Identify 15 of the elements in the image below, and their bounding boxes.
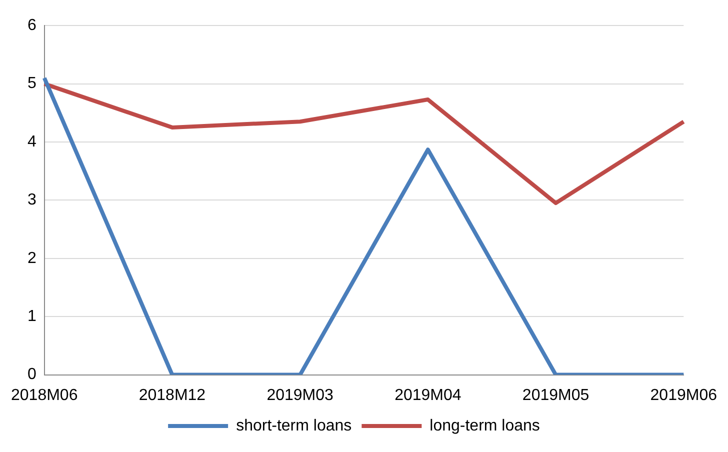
legend-label: long-term loans bbox=[430, 417, 540, 434]
y-tick-label: 6 bbox=[27, 17, 36, 34]
y-tick-label: 0 bbox=[27, 366, 36, 384]
x-tick-label: 2019M06 bbox=[650, 386, 718, 404]
y-tick-label: 4 bbox=[27, 133, 36, 150]
x-tick-label: 2019M03 bbox=[266, 386, 334, 404]
y-tick-label: 1 bbox=[27, 308, 36, 326]
x-tick-label: 2019M05 bbox=[522, 386, 590, 404]
x-tick-label: 2019M04 bbox=[394, 386, 462, 404]
y-tick-label: 2 bbox=[27, 250, 36, 267]
legend-label: short-term loans bbox=[236, 417, 352, 434]
y-tick-label: 5 bbox=[27, 75, 36, 92]
x-tick-label: 2018M12 bbox=[138, 386, 206, 404]
x-tick-label: 2018M06 bbox=[11, 386, 78, 404]
y-tick-label: 3 bbox=[27, 192, 36, 209]
